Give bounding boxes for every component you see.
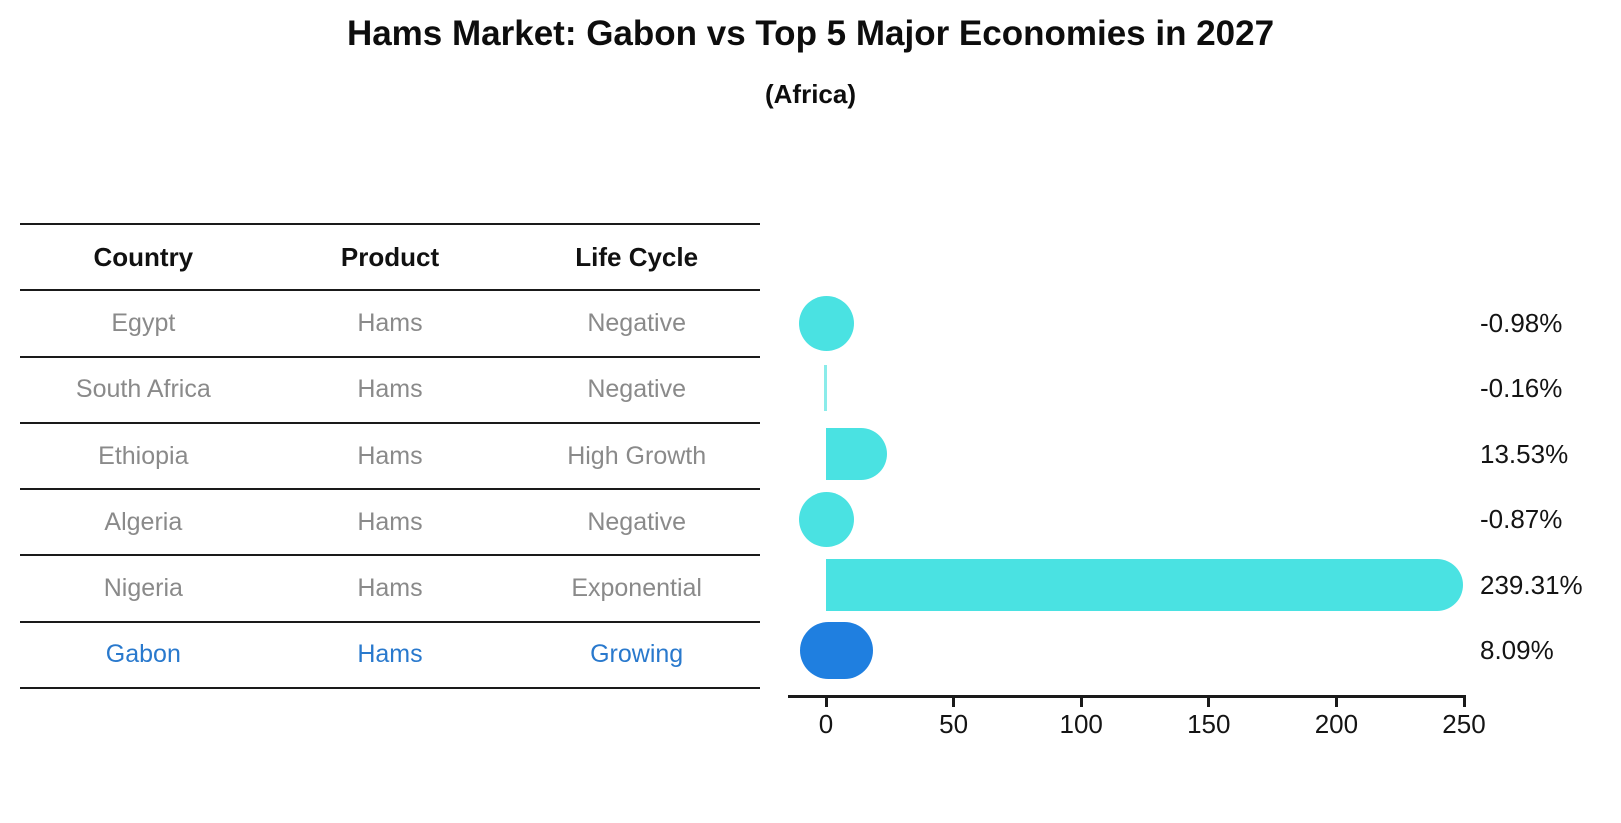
table-header-product: Product <box>340 241 440 272</box>
cell-country: Ethiopia <box>98 441 189 470</box>
table-row: Algeria Hams Negative <box>20 490 760 557</box>
value-label: 13.53% <box>1480 438 1569 469</box>
x-tick-label: 50 <box>939 709 969 739</box>
cell-life-cycle: Exponential <box>571 574 702 603</box>
cell-life-cycle: Negative <box>587 375 686 404</box>
x-tick-label: 200 <box>1314 709 1359 739</box>
x-tick-mark <box>1079 698 1083 707</box>
x-tick-mark <box>1207 698 1211 707</box>
table-row: South Africa Hams Negative <box>20 358 760 424</box>
x-tick-label: 0 <box>818 709 834 739</box>
table-header-country: Country <box>93 241 194 272</box>
table-row: Gabon Hams Growing <box>20 623 760 690</box>
chart-subtitle: (Africa) <box>764 79 856 109</box>
x-tick-mark <box>1334 698 1338 707</box>
cell-life-cycle: Growing <box>590 640 684 669</box>
x-tick-mark <box>824 698 828 707</box>
cell-life-cycle: Negative <box>587 308 686 337</box>
cell-product: Hams <box>357 507 423 536</box>
value-label: 239.31% <box>1480 569 1583 600</box>
cell-product: Hams <box>357 640 423 669</box>
value-label: -0.98% <box>1480 308 1563 338</box>
x-tick-label: 150 <box>1187 709 1231 739</box>
x-tick-label: 100 <box>1059 709 1103 739</box>
bar-south-africa <box>824 365 827 412</box>
cell-country: Nigeria <box>103 574 183 603</box>
bar-egypt <box>798 295 854 351</box>
cell-product: Hams <box>357 574 423 603</box>
table-row: Egypt Hams Negative <box>20 291 760 358</box>
cell-country: Egypt <box>111 308 176 337</box>
x-tick-mark <box>1462 698 1466 707</box>
x-axis-line <box>788 695 1466 698</box>
bar-ethiopia <box>826 427 887 480</box>
value-label: 8.09% <box>1480 635 1554 665</box>
country-table: Country Product Life Cycle Egypt Hams Negativ… <box>20 223 760 690</box>
value-label: -0.16% <box>1480 373 1563 404</box>
table-header-row: Country Product Life Cycle <box>20 225 760 292</box>
cell-country: Algeria <box>104 507 183 536</box>
cell-country: Gabon <box>105 640 181 669</box>
cell-life-cycle: High Growth <box>567 441 707 470</box>
cell-product: Hams <box>357 375 423 404</box>
cell-country: South Africa <box>75 375 211 404</box>
bar-gabon <box>800 621 873 679</box>
table-header-life-cycle: Life Cycle <box>575 241 699 272</box>
value-label: -0.87% <box>1480 504 1563 535</box>
cell-life-cycle: Negative <box>587 507 686 536</box>
bar-nigeria <box>826 558 1463 611</box>
chart-title: Hams Market: Gabon vs Top 5 Major Econom… <box>346 14 1275 53</box>
table-row: Nigeria Hams Exponential <box>20 556 760 623</box>
table-row: Ethiopia Hams High Growth <box>20 424 760 491</box>
x-tick-label: 250 <box>1442 709 1486 739</box>
cell-product: Hams <box>357 441 423 470</box>
bar-algeria <box>798 491 854 547</box>
cell-product: Hams <box>357 308 423 337</box>
x-tick-mark <box>952 698 956 707</box>
